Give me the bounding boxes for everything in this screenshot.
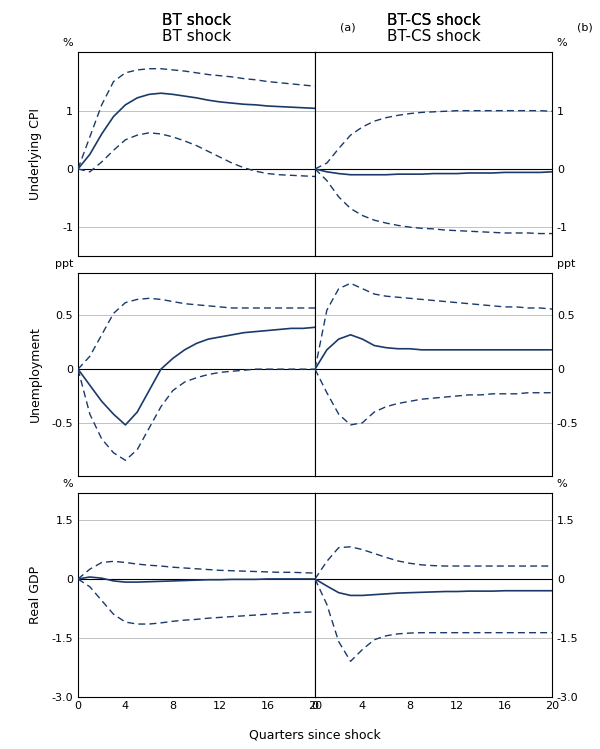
Text: ppt: ppt [557,258,575,268]
Text: %: % [557,479,568,488]
Y-axis label: Real GDP: Real GDP [29,565,42,624]
Text: BT-CS shock: BT-CS shock [386,13,481,28]
Y-axis label: Underlying CPI: Underlying CPI [29,109,42,200]
Text: %: % [62,38,73,49]
Title: BT shock: BT shock [162,29,231,44]
Text: (a): (a) [340,23,356,33]
Text: BT-CS shock: BT-CS shock [386,13,481,28]
Text: (b): (b) [577,23,593,33]
Text: %: % [62,479,73,488]
Text: BT shock: BT shock [162,13,231,28]
Text: Quarters since shock: Quarters since shock [249,729,381,742]
Text: BT shock: BT shock [162,13,231,28]
Text: %: % [557,38,568,49]
Y-axis label: Unemployment: Unemployment [29,327,42,422]
Title: BT-CS shock: BT-CS shock [386,29,481,44]
Text: ppt: ppt [55,258,73,268]
